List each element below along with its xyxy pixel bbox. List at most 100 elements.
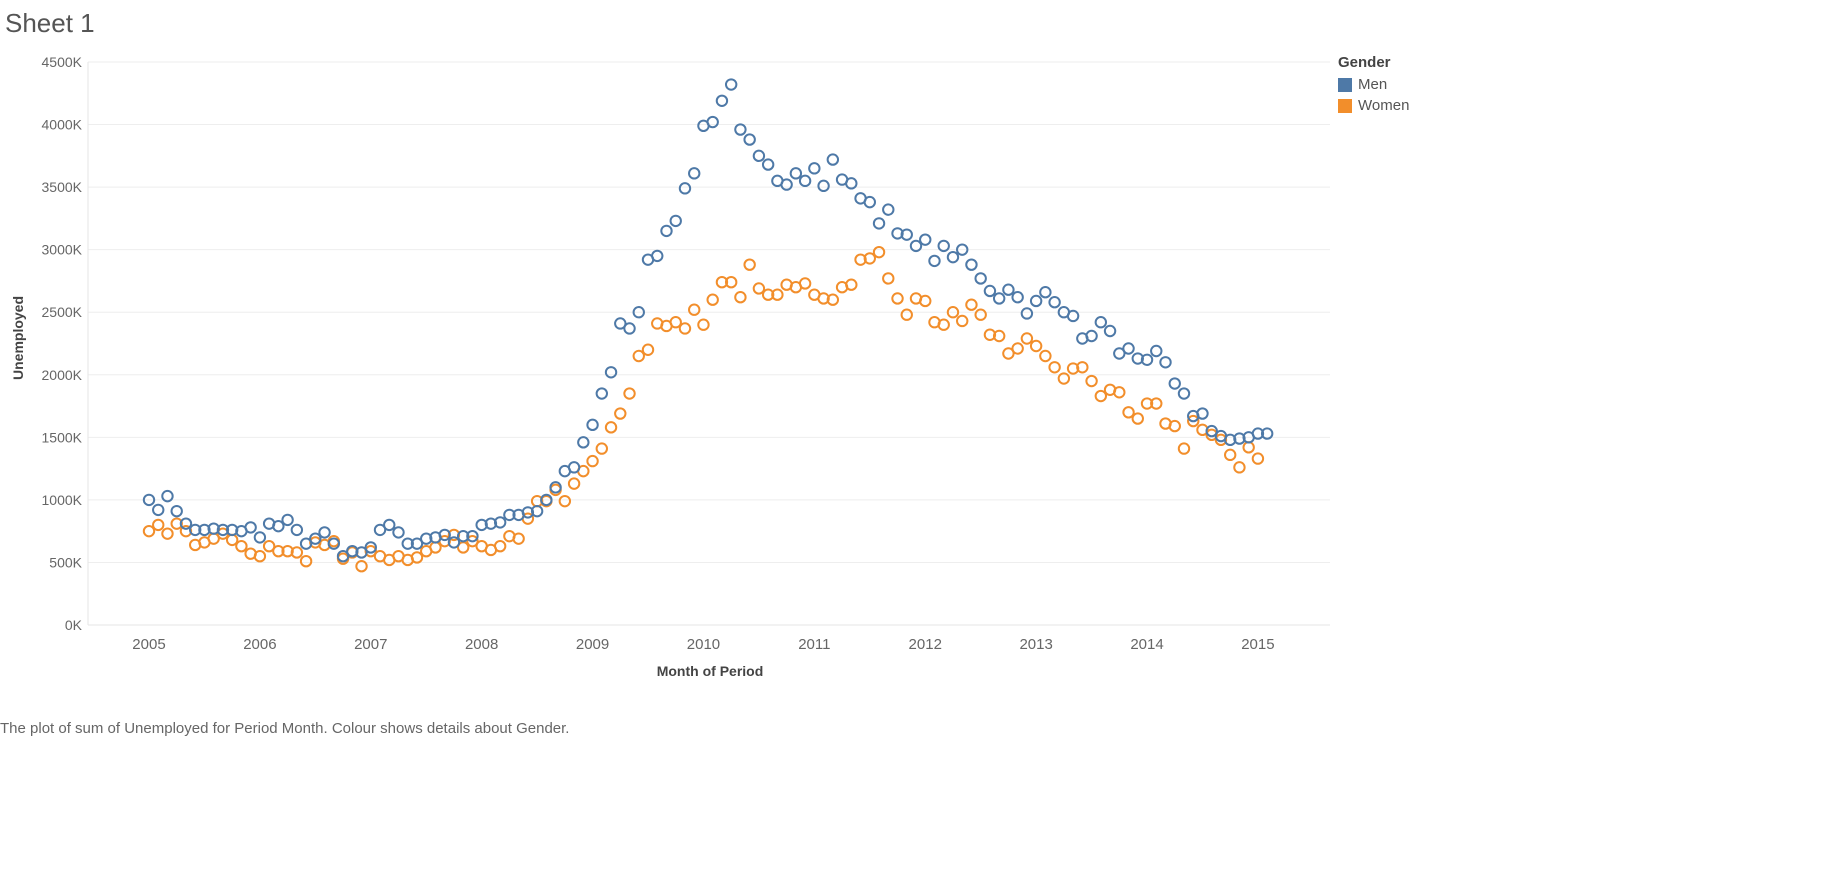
data-point-women[interactable] — [614, 407, 627, 420]
data-point-women[interactable] — [1057, 372, 1071, 385]
data-point-women[interactable] — [1076, 361, 1089, 374]
data-point-women[interactable] — [715, 275, 729, 289]
data-point-women[interactable] — [1029, 339, 1043, 353]
data-point-men[interactable] — [817, 179, 830, 193]
data-point-men[interactable] — [604, 366, 618, 379]
data-point-men[interactable] — [743, 133, 756, 146]
data-point-men[interactable] — [1103, 324, 1117, 338]
data-point-men[interactable] — [919, 233, 932, 246]
data-point-men[interactable] — [946, 250, 960, 264]
data-point-men[interactable] — [142, 493, 156, 507]
data-point-men[interactable] — [937, 239, 950, 253]
data-point-women[interactable] — [678, 322, 692, 335]
data-point-men[interactable] — [956, 243, 969, 256]
data-point-men[interactable] — [244, 521, 257, 534]
data-point-men[interactable] — [706, 115, 719, 129]
data-point-women[interactable] — [798, 277, 812, 290]
data-point-men[interactable] — [299, 537, 313, 550]
data-point-men[interactable] — [586, 418, 599, 432]
data-point-women[interactable] — [641, 343, 655, 356]
data-point-men[interactable] — [179, 517, 193, 530]
data-point-men[interactable] — [170, 504, 183, 518]
data-point-women[interactable] — [142, 524, 156, 538]
data-point-women[interactable] — [845, 278, 858, 291]
data-point-women[interactable] — [262, 539, 276, 553]
data-point-women[interactable] — [253, 549, 267, 563]
data-point-men[interactable] — [863, 195, 876, 209]
data-point-women[interactable] — [586, 454, 599, 468]
data-point-men[interactable] — [1020, 307, 1034, 320]
data-point-women[interactable] — [290, 546, 304, 559]
data-point-women[interactable] — [235, 539, 248, 553]
data-point-women[interactable] — [1011, 342, 1024, 355]
data-point-women[interactable] — [272, 544, 285, 558]
data-point-women[interactable] — [1242, 441, 1255, 454]
data-point-men[interactable] — [392, 526, 405, 539]
data-point-men[interactable] — [761, 158, 775, 171]
data-point-women[interactable] — [410, 551, 424, 564]
data-point-women[interactable] — [761, 288, 775, 301]
data-point-men[interactable] — [928, 254, 941, 268]
data-point-men[interactable] — [1196, 407, 1209, 420]
data-point-men[interactable] — [456, 529, 470, 543]
data-point-women[interactable] — [1113, 386, 1126, 399]
data-point-men[interactable] — [1150, 344, 1163, 358]
data-point-men[interactable] — [1140, 353, 1154, 366]
legend-item-women[interactable]: Women — [1338, 95, 1409, 116]
data-point-women[interactable] — [1131, 412, 1144, 425]
data-point-men[interactable] — [466, 529, 479, 543]
data-point-women[interactable] — [170, 517, 183, 530]
data-point-men[interactable] — [595, 387, 609, 400]
data-point-women[interactable] — [623, 387, 636, 400]
data-point-women[interactable] — [558, 494, 572, 508]
data-point-women[interactable] — [512, 532, 525, 545]
data-point-women[interactable] — [743, 258, 756, 271]
data-point-women[interactable] — [632, 349, 645, 363]
data-point-men[interactable] — [253, 531, 267, 544]
data-point-men[interactable] — [752, 149, 766, 163]
data-point-men[interactable] — [336, 549, 350, 563]
data-point-women[interactable] — [891, 292, 904, 305]
data-point-men[interactable] — [1159, 356, 1172, 369]
data-point-women[interactable] — [1233, 461, 1246, 474]
data-point-men[interactable] — [909, 239, 923, 253]
data-point-women[interactable] — [863, 252, 876, 265]
data-point-women[interactable] — [688, 303, 701, 316]
data-point-women[interactable] — [826, 293, 840, 306]
data-point-men[interactable] — [1029, 294, 1043, 308]
data-point-men[interactable] — [688, 167, 701, 180]
data-point-women[interactable] — [1168, 419, 1181, 433]
data-point-women[interactable] — [946, 306, 960, 319]
data-point-men[interactable] — [161, 489, 174, 503]
data-point-men[interactable] — [965, 258, 978, 271]
data-point-men[interactable] — [1085, 329, 1098, 343]
data-point-women[interactable] — [161, 527, 174, 540]
data-point-men[interactable] — [623, 322, 636, 335]
data-point-women[interactable] — [697, 318, 710, 331]
data-point-men[interactable] — [1251, 427, 1265, 440]
data-point-men[interactable] — [715, 94, 729, 107]
data-point-men[interactable] — [401, 537, 414, 550]
data-point-women[interactable] — [299, 554, 313, 568]
data-point-men[interactable] — [651, 249, 664, 263]
data-point-men[interactable] — [1094, 316, 1108, 329]
data-point-men[interactable] — [290, 523, 304, 537]
data-point-women[interactable] — [937, 318, 950, 331]
data-point-women[interactable] — [1223, 448, 1237, 462]
data-point-women[interactable] — [965, 298, 978, 311]
data-point-women[interactable] — [1020, 332, 1034, 345]
data-point-men[interactable] — [188, 523, 202, 537]
data-point-women[interactable] — [992, 329, 1006, 343]
data-point-men[interactable] — [281, 513, 294, 527]
data-point-men[interactable] — [309, 532, 322, 545]
data-point-men[interactable] — [1168, 377, 1181, 390]
data-point-men[interactable] — [1002, 283, 1015, 296]
data-point-women[interactable] — [1048, 361, 1061, 374]
data-point-men[interactable] — [373, 523, 387, 537]
data-point-men[interactable] — [318, 526, 331, 539]
data-point-women[interactable] — [724, 275, 738, 289]
data-point-women[interactable] — [1122, 406, 1135, 419]
data-point-men[interactable] — [974, 272, 987, 285]
data-point-men[interactable] — [272, 519, 285, 533]
data-point-women[interactable] — [595, 442, 609, 455]
